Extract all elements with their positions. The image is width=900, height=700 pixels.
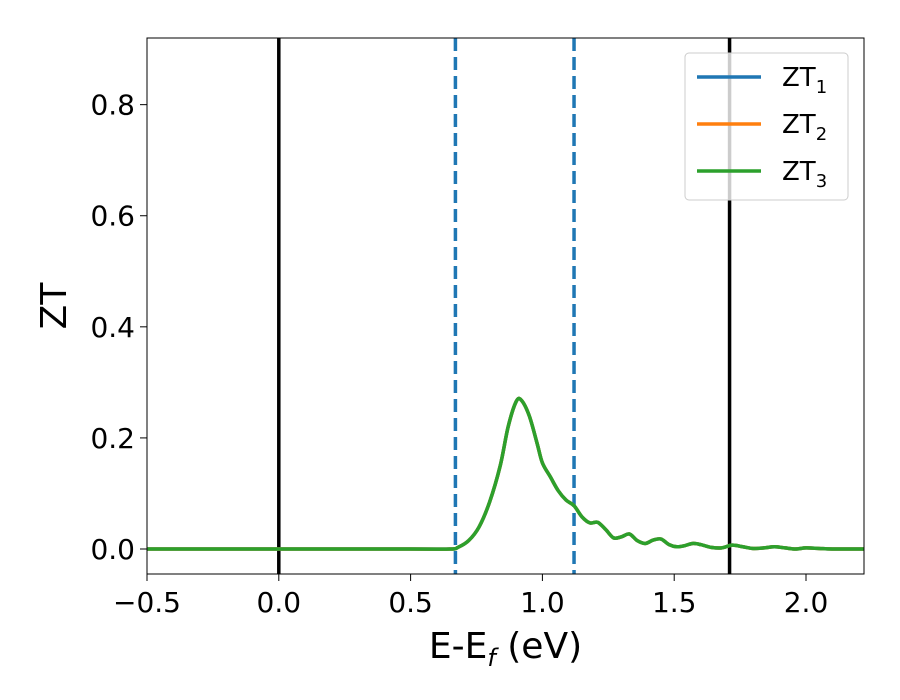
x-tick-label: 0.5 [388, 586, 433, 619]
legend: ZT1 ZT2 ZT3 [684, 52, 849, 201]
x-tick-label: −0.5 [113, 586, 181, 619]
legend-label: ZT1 [782, 63, 827, 98]
x-tick-label: 0.0 [257, 586, 302, 619]
legend-label: ZT3 [782, 157, 827, 192]
x-tick-label: 2.0 [784, 586, 829, 619]
y-tick-label: 0.2 [90, 422, 135, 455]
series-line-zt3 [147, 396, 865, 551]
x-axis-label: E-Ef (eV) [429, 626, 582, 672]
legend-label: ZT2 [782, 110, 827, 145]
y-axis-ticks: 0.0 0.2 0.4 0.6 0.8 [90, 89, 147, 566]
x-tick-label: 1.0 [520, 586, 565, 619]
y-tick-label: 0.6 [90, 200, 135, 233]
y-axis-label: ZT [34, 282, 75, 330]
x-axis-label-rest: (eV) [496, 626, 582, 667]
legend-entries: ZT1 ZT2 ZT3 [697, 63, 827, 192]
y-tick-label: 0.0 [90, 533, 135, 566]
x-axis-ticks: −0.5 0.0 0.5 1.0 1.5 2.0 [113, 574, 828, 619]
x-tick-label: 1.5 [652, 586, 697, 619]
legend-box [684, 52, 849, 201]
series-lines [147, 396, 865, 551]
y-tick-label: 0.4 [90, 311, 135, 344]
x-axis-label-main: E-E [429, 626, 487, 667]
plot-frame [146, 37, 865, 575]
y-tick-label: 0.8 [90, 89, 135, 122]
